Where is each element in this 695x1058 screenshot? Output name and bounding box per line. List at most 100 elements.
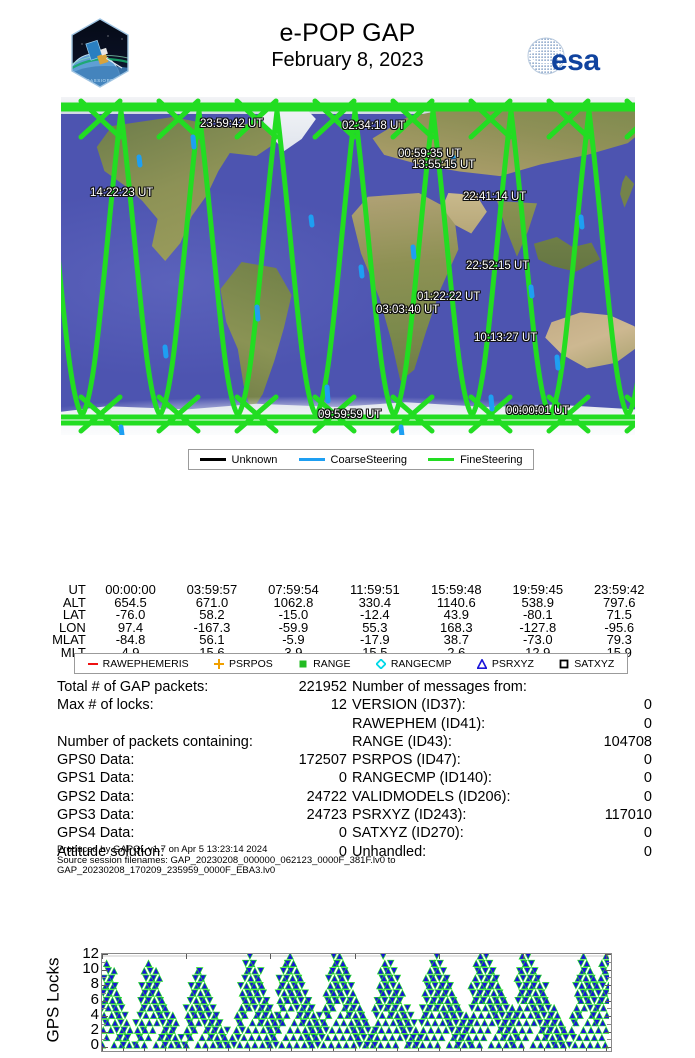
orbit-table-cell: 55.3 bbox=[362, 619, 388, 635]
chart-x-minor-tick-mark bbox=[312, 1048, 314, 1051]
chart-marker-triangle bbox=[276, 996, 284, 1005]
chart-marker-triangle bbox=[255, 996, 263, 1005]
chart-marker-triangle bbox=[238, 1026, 247, 1035]
chart-marker-triangle bbox=[442, 1026, 450, 1034]
chart-marker-triangle bbox=[144, 959, 153, 967]
chart-x-minor-tick-mark bbox=[396, 1048, 398, 1051]
stat-message-count-row: Unhandled: 0 bbox=[352, 843, 652, 861]
map-timestamp-label: 22:41:14 UT bbox=[463, 191, 527, 203]
stat-packet-count-row: GPS0 Data: 172507 bbox=[57, 751, 347, 769]
chart-x-minor-tick-mark bbox=[291, 1048, 293, 1051]
legend-color-swatch-line-icon bbox=[199, 458, 226, 461]
chart-marker-triangle bbox=[514, 996, 522, 1005]
chart-x-minor-tick-mark bbox=[375, 1048, 377, 1051]
chart-marker-triangle bbox=[289, 1033, 298, 1042]
chart-data-markers bbox=[102, 954, 611, 1049]
chart-marker-triangle bbox=[330, 974, 339, 982]
stat-value: 0 bbox=[338, 825, 347, 842]
map-timestamp-label: 01:22:22 UT bbox=[417, 291, 481, 303]
chart-marker-triangle bbox=[339, 959, 347, 967]
message-legend-label: RANGECMP bbox=[390, 657, 452, 670]
message-legend-label: SATXYZ bbox=[574, 657, 615, 670]
chart-marker-triangle bbox=[572, 1003, 581, 1012]
chart-marker-triangle bbox=[169, 1011, 177, 1019]
chart-marker-triangle bbox=[293, 1004, 301, 1012]
chart-marker-triangle bbox=[258, 1041, 267, 1049]
chart-x-minor-tick-mark bbox=[144, 1048, 146, 1051]
chart-marker-triangle bbox=[395, 981, 403, 990]
chart-marker-triangle bbox=[388, 1033, 397, 1042]
chart-marker-triangle bbox=[150, 996, 159, 1005]
chart-marker-triangle bbox=[171, 1033, 180, 1042]
stat-value: 12 bbox=[330, 697, 347, 714]
chart-marker-triangle bbox=[508, 1003, 516, 1012]
stat-message-count-row: VALIDMODELS (ID206): 0 bbox=[352, 788, 652, 806]
chart-marker-triangle bbox=[590, 996, 599, 1005]
message-legend-item: RANGECMP bbox=[375, 657, 452, 670]
orbit-table-cell: 11:59:51 bbox=[350, 582, 400, 597]
stat-value: 24723 bbox=[306, 807, 347, 824]
chart-marker-triangle bbox=[107, 1026, 115, 1034]
chart-marker-triangle bbox=[426, 1041, 434, 1049]
chart-marker-triangle bbox=[152, 966, 160, 975]
orbit-table-cell: 07:59:54 bbox=[268, 582, 319, 597]
orbit-table-cell: -95.6 bbox=[604, 619, 635, 635]
chart-marker-triangle bbox=[476, 1026, 485, 1034]
chart-marker-triangle bbox=[347, 1018, 356, 1027]
chart-x-minor-tick-mark bbox=[333, 1048, 335, 1051]
stat-label: VALIDMODELS (ID206): bbox=[352, 788, 511, 805]
chart-marker-triangle bbox=[515, 1003, 524, 1012]
stat-label: Total # of GAP packets: bbox=[57, 679, 209, 695]
chart-marker-triangle bbox=[241, 974, 249, 983]
chart-marker-triangle bbox=[481, 1003, 490, 1012]
chart-marker-triangle bbox=[407, 1011, 415, 1020]
chart-marker-triangle bbox=[138, 1018, 146, 1027]
message-legend-label: RAWEPHEMERIS bbox=[102, 657, 189, 670]
chart-x-tick-mark bbox=[606, 954, 607, 959]
gps-locks-chart: GPS Locks 0 2 4 6 8 10 12 bbox=[0, 474, 695, 1052]
plus-marker-icon bbox=[214, 658, 224, 669]
chart-marker-triangle bbox=[422, 974, 430, 982]
chart-marker-triangle bbox=[433, 1041, 442, 1049]
title-block: e-POP GAP February 8, 2023 bbox=[0, 18, 695, 73]
chart-marker-triangle bbox=[381, 1018, 390, 1027]
chart-y-tick-mark bbox=[605, 969, 611, 971]
chart-marker-triangle bbox=[102, 974, 108, 983]
stat-label: Unhandled: bbox=[352, 843, 427, 860]
chart-marker-triangle bbox=[104, 1003, 113, 1012]
chart-marker-triangle bbox=[111, 1018, 119, 1027]
chart-y-tick-mark bbox=[102, 969, 108, 971]
chart-marker-triangle bbox=[107, 1011, 116, 1019]
chart-marker-triangle bbox=[579, 1026, 588, 1034]
chart-marker-triangle bbox=[282, 1033, 290, 1042]
chart-marker-triangle bbox=[381, 1033, 389, 1042]
chart-marker-triangle bbox=[298, 982, 306, 990]
chart-marker-triangle bbox=[233, 1011, 242, 1019]
orbit-track-overlay bbox=[61, 98, 635, 435]
chart-marker-triangle bbox=[423, 1018, 432, 1027]
chart-marker-triangle bbox=[351, 1011, 360, 1019]
stat-value: 0 bbox=[338, 770, 347, 787]
chart-marker-triangle bbox=[146, 967, 154, 975]
chart-marker-triangle bbox=[448, 989, 456, 997]
chart-x-tick-mark bbox=[186, 954, 188, 959]
chart-x-tick-mark bbox=[270, 954, 272, 959]
chart-marker-triangle bbox=[572, 982, 580, 990]
orbit-table-cell: -15.0 bbox=[278, 607, 309, 623]
chart-marker-triangle bbox=[426, 966, 434, 975]
chart-marker-triangle bbox=[112, 989, 121, 997]
chart-y-minor-tick-mark bbox=[607, 961, 611, 963]
chart-marker-triangle bbox=[527, 996, 536, 1005]
chart-marker-triangle bbox=[494, 1019, 502, 1027]
chart-marker-triangle bbox=[594, 989, 603, 998]
chart-marker-triangle bbox=[575, 1033, 584, 1042]
chart-marker-triangle bbox=[519, 974, 527, 983]
chart-marker-triangle bbox=[586, 966, 594, 975]
chart-marker-triangle bbox=[121, 1011, 129, 1020]
chart-marker-triangle bbox=[142, 1011, 150, 1019]
chart-marker-triangle bbox=[324, 1033, 332, 1042]
orbit-table-cell: 797.6 bbox=[602, 594, 636, 610]
chart-marker-triangle bbox=[483, 954, 490, 960]
stat-label: GPS4 Data: bbox=[57, 825, 135, 842]
chart-x-tick-mark bbox=[354, 954, 356, 959]
